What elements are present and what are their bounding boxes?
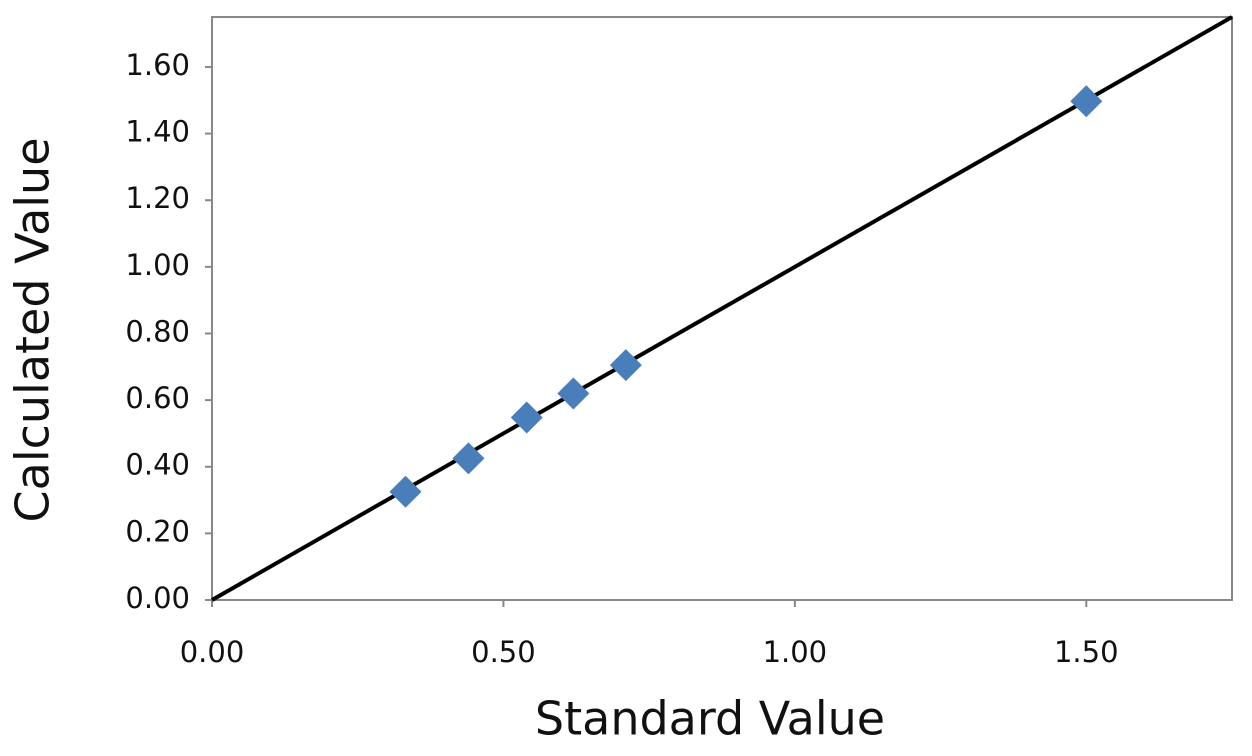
y-tick-label: 1.00 [125,248,190,282]
x-tick-label: 0.00 [180,635,245,669]
plot-area [211,16,1233,601]
y-tick-label: 0.20 [125,514,190,548]
scatter-point [557,377,590,410]
reference-line [211,15,1233,602]
x-tick-label: 1.00 [763,635,828,669]
scatter-point [1070,85,1103,118]
y-tick-label: 1.20 [125,181,190,215]
x-tick-label: 1.50 [1054,635,1119,669]
scatter-point [452,442,485,475]
scatter-point [389,475,422,508]
y-tick-label: 1.60 [125,48,190,82]
y-tick-label: 0.00 [125,581,190,615]
x-tick-label: 0.50 [471,635,536,669]
scatter-point [609,349,642,382]
y-tick-label: 0.40 [125,448,190,482]
x-axis-title: Standard Value [535,692,885,746]
y-axis-title: Calculated Value [6,138,60,523]
y-tick-label: 0.80 [125,314,190,348]
scatter-point [510,401,543,434]
y-tick-label: 1.40 [125,115,190,149]
y-tick-label: 0.60 [125,381,190,415]
